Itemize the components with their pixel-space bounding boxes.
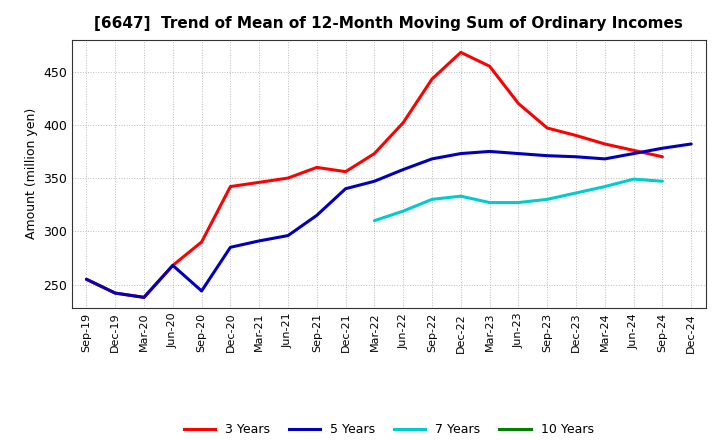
Y-axis label: Amount (million yen): Amount (million yen) (24, 108, 37, 239)
Legend: 3 Years, 5 Years, 7 Years, 10 Years: 3 Years, 5 Years, 7 Years, 10 Years (179, 418, 598, 440)
Title: [6647]  Trend of Mean of 12-Month Moving Sum of Ordinary Incomes: [6647] Trend of Mean of 12-Month Moving … (94, 16, 683, 32)
